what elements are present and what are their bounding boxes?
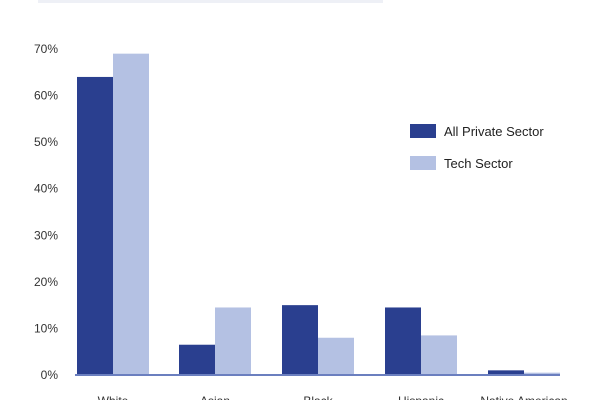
y-tick-label: 20% xyxy=(34,275,58,289)
bar-tech-sector-black xyxy=(318,337,354,375)
x-category-label: Hispanic xyxy=(398,394,444,400)
bar-all-private-sector-black xyxy=(282,305,318,375)
bar-tech-sector-asian xyxy=(215,307,251,375)
y-tick-label: 50% xyxy=(34,135,58,149)
x-category-label: Native American xyxy=(480,394,567,400)
top-header-strip xyxy=(38,0,383,3)
x-category-label: Asian xyxy=(200,394,230,400)
bar-tech-sector-hispanic xyxy=(421,335,457,375)
bar-tech-sector-white xyxy=(113,53,149,376)
bar-all-private-sector-native-american xyxy=(488,370,524,375)
y-tick-label: 60% xyxy=(34,89,58,103)
bar-all-private-sector-white xyxy=(77,76,113,375)
legend-swatch xyxy=(410,156,436,170)
legend-label: Tech Sector xyxy=(444,156,513,171)
y-tick-label: 30% xyxy=(34,228,58,242)
y-tick-label: 0% xyxy=(41,368,59,382)
bar-all-private-sector-hispanic xyxy=(385,307,421,375)
legend-label: All Private Sector xyxy=(444,124,544,139)
y-tick-label: 40% xyxy=(34,182,58,196)
x-category-label: Black xyxy=(303,394,333,400)
x-category-label: White xyxy=(98,394,129,400)
bar-tech-sector-native-american xyxy=(524,372,560,375)
y-tick-label: 10% xyxy=(34,321,58,335)
bar-all-private-sector-asian xyxy=(179,344,215,375)
legend-swatch xyxy=(410,124,436,138)
y-tick-label: 70% xyxy=(34,42,58,56)
